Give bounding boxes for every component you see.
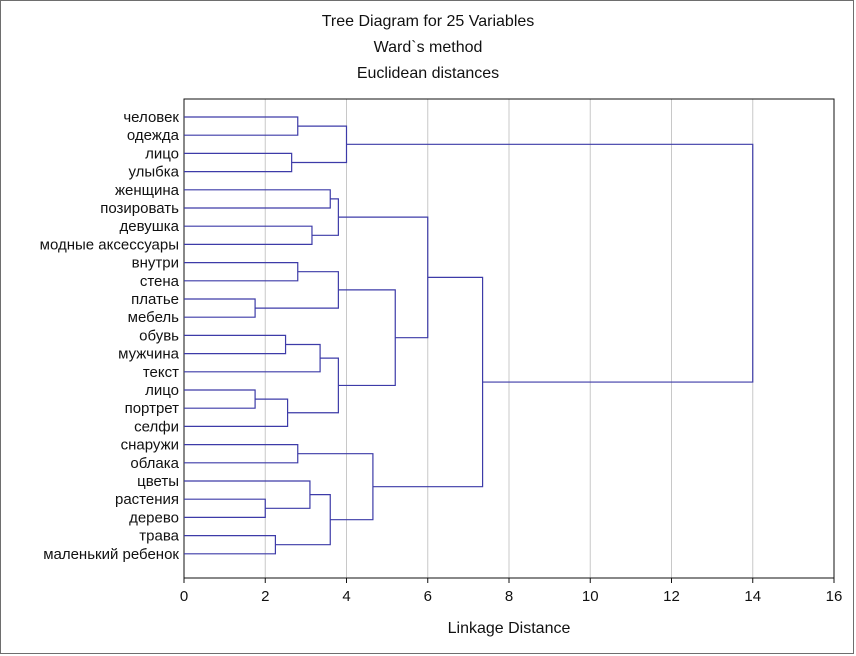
merge-8: [255, 271, 339, 309]
merge-13: [287, 357, 339, 414]
leaf-label-4: женщина: [115, 182, 180, 199]
leaf-label-1: одежда: [127, 127, 180, 144]
x-axis-title: Linkage Distance: [448, 620, 571, 637]
leaf-label-2: лицо: [145, 145, 179, 162]
leaf-label-13: мужчина: [118, 346, 179, 363]
merge-5: [311, 198, 339, 236]
leaf-label-24: маленький ребенок: [43, 546, 179, 563]
leaf-label-12: обувь: [139, 327, 179, 344]
leaf-label-16: портрет: [125, 400, 180, 417]
merge-6: [184, 298, 256, 318]
leaf-label-7: модные аксессуары: [40, 236, 179, 253]
chart-title: Tree Diagram for 25 Variables: [321, 13, 535, 30]
leaf-label-9: стена: [140, 273, 180, 290]
merge-0: [184, 116, 299, 136]
merge-2: [291, 125, 348, 164]
x-tick-label-0: 0: [180, 588, 188, 605]
leaf-label-0: человек: [123, 109, 179, 126]
leaf-label-5: позировать: [100, 200, 179, 217]
merge-3: [184, 189, 331, 209]
merge-4: [184, 225, 313, 245]
chart-subtitle-distance: Euclidean distances: [356, 65, 500, 82]
x-axis-ticks: 0 2 4 6 8 10 12 14 16: [180, 578, 843, 605]
merge-18: [184, 480, 311, 509]
x-tick-label-10: 10: [582, 588, 599, 605]
x-tick-label-6: 6: [424, 588, 432, 605]
x-tick-label-4: 4: [342, 588, 350, 605]
merge-23: [346, 143, 754, 383]
x-tick-label-2: 2: [261, 588, 269, 605]
leaf-label-18: снаружи: [121, 437, 179, 454]
merge-12: [184, 398, 289, 427]
x-tick-label-8: 8: [505, 588, 513, 605]
merge-7: [184, 262, 299, 282]
leaf-label-21: растения: [115, 491, 179, 508]
grid-lines: [264, 99, 754, 578]
merge-19: [184, 535, 277, 555]
leaf-labels: человекодеждалицоулыбкаженщинапозировать…: [40, 109, 180, 563]
chart-subtitle-method: Ward`s method: [373, 39, 483, 56]
merge-1: [184, 152, 293, 173]
leaf-label-8: внутри: [132, 255, 179, 272]
leaf-label-22: дерево: [129, 509, 179, 526]
leaf-label-17: селфи: [134, 418, 179, 435]
leaf-label-10: платье: [131, 291, 179, 308]
x-tick-label-16: 16: [826, 588, 843, 605]
merge-17: [184, 498, 266, 518]
merge-21: [297, 453, 374, 521]
merge-9: [184, 334, 287, 355]
merge-11: [184, 389, 256, 409]
leaf-label-11: мебель: [128, 309, 180, 326]
merge-16: [184, 444, 299, 464]
merge-10: [184, 343, 321, 373]
leaf-label-23: трава: [139, 528, 179, 545]
leaf-label-6: девушка: [119, 218, 179, 235]
leaf-label-20: цветы: [137, 473, 179, 490]
x-tick-label-12: 12: [663, 588, 680, 605]
merge-15: [338, 216, 429, 339]
leaf-label-14: текст: [143, 364, 179, 381]
leaf-label-3: улыбка: [128, 164, 179, 181]
leaf-label-15: лицо: [145, 382, 179, 399]
merge-20: [275, 494, 331, 546]
dendrogram-tree: [184, 116, 754, 555]
leaf-label-19: облака: [130, 455, 179, 472]
x-tick-label-14: 14: [744, 588, 761, 605]
